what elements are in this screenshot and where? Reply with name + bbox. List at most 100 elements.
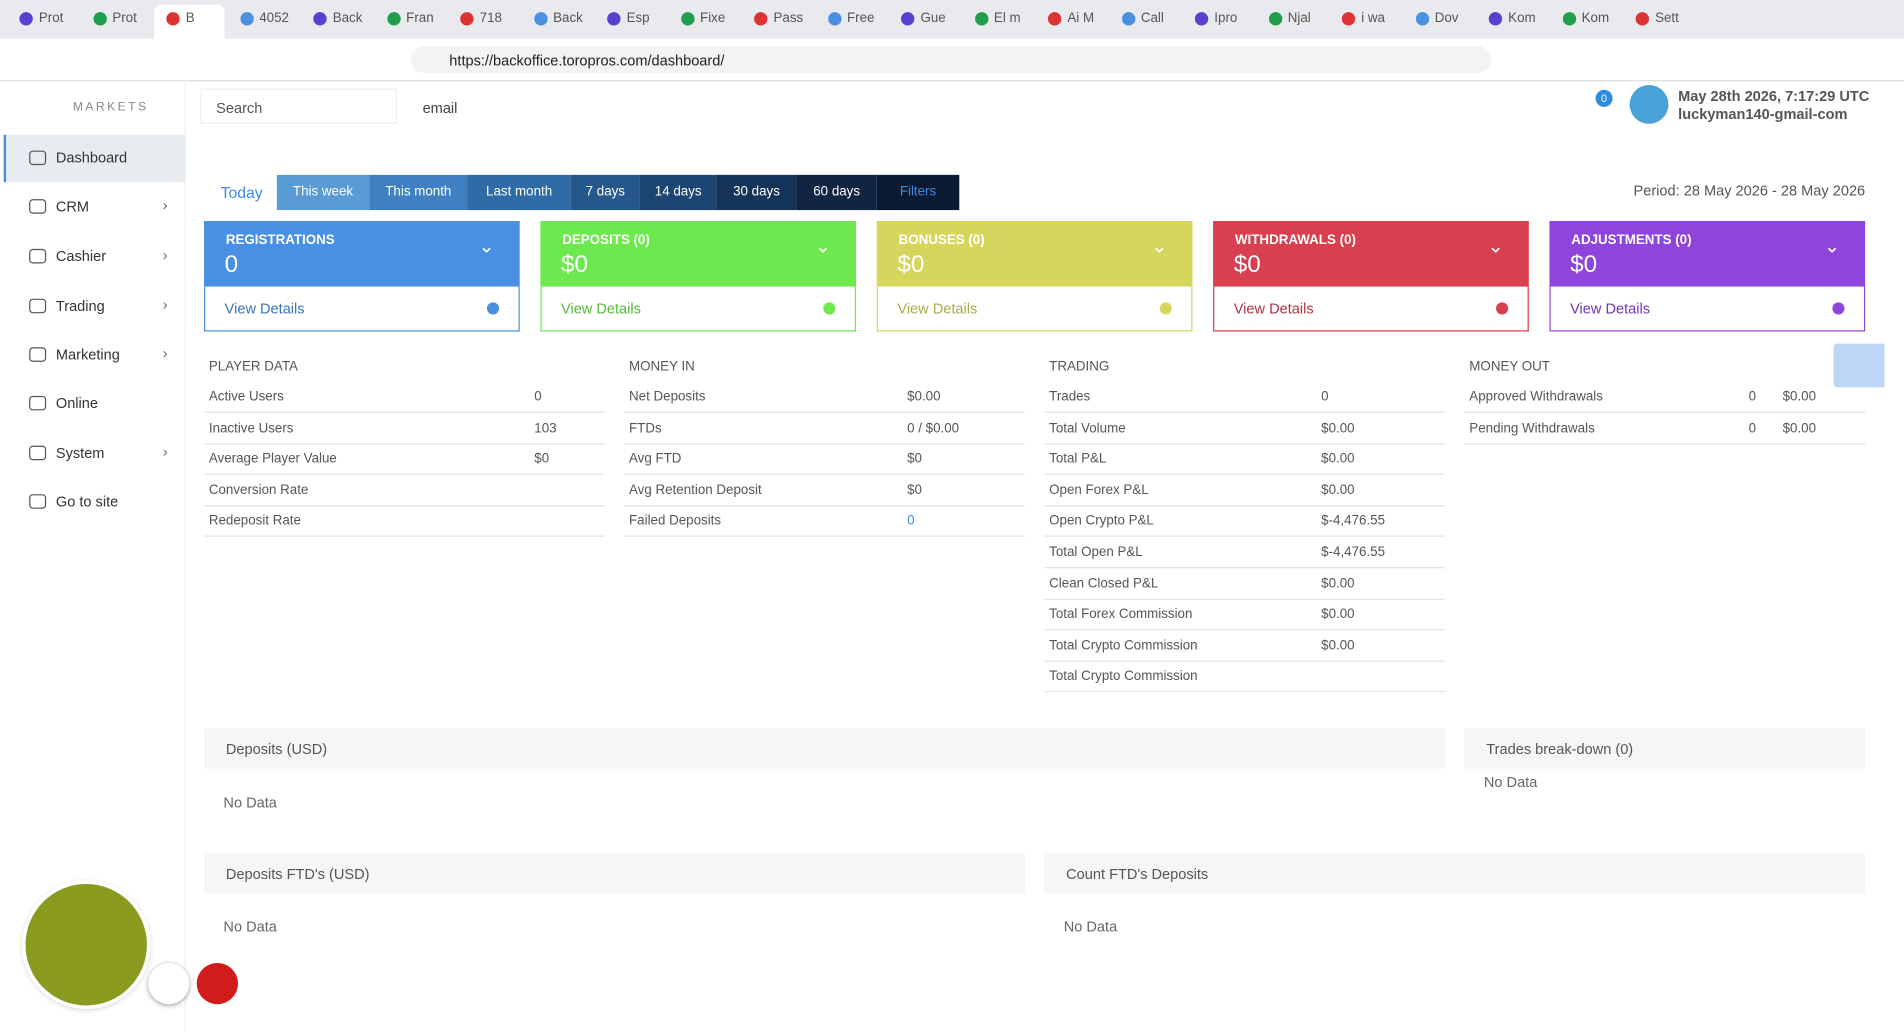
tab-icon <box>680 12 694 26</box>
tab-title[interactable]: Kom <box>1581 10 1610 26</box>
panel-title: Count FTD's Deposits <box>1066 865 1209 883</box>
tab-title[interactable]: B <box>185 10 195 26</box>
card-link[interactable]: View Details <box>561 299 641 317</box>
row-label: FTDs <box>629 420 662 436</box>
filter-button[interactable]: 30 days <box>716 174 797 211</box>
url-box[interactable] <box>410 46 1492 73</box>
card-link[interactable]: View Details <box>1570 299 1651 317</box>
filter-button[interactable]: Last month <box>467 174 571 211</box>
row-value: $0.00 <box>1782 389 1817 405</box>
tab-title[interactable]: Gue <box>920 10 946 26</box>
tab-title[interactable]: Back <box>553 10 583 26</box>
row-value: $0.00 <box>1782 420 1817 436</box>
card-toggle[interactable]: ⌄ <box>1487 236 1504 258</box>
tab-title[interactable]: Free <box>846 10 875 26</box>
tab-title[interactable]: Call <box>1140 10 1164 26</box>
filter-button[interactable]: This week <box>276 174 370 211</box>
tab-title[interactable]: Fixe <box>700 10 726 26</box>
settings-float[interactable] <box>1833 343 1885 388</box>
row-label: Pending Withdrawals <box>1469 420 1595 436</box>
tab-title[interactable]: El m <box>993 10 1021 26</box>
card-link-icon <box>1832 302 1845 315</box>
tab-title[interactable]: Back <box>332 10 363 26</box>
row-line <box>624 442 1025 444</box>
row-label: Average Player Value <box>208 451 337 467</box>
tab-title[interactable]: 718 <box>479 10 502 26</box>
chat-avatar[interactable] <box>25 884 147 1006</box>
tab-title[interactable]: Dov <box>1434 10 1459 26</box>
tab-icon <box>313 12 327 26</box>
card-link-icon <box>823 302 836 315</box>
panel-body: No Data <box>1483 773 1538 791</box>
mic-button[interactable] <box>148 962 190 1005</box>
sidebar-icon <box>29 150 47 166</box>
user[interactable]: luckyman140-gmail-com <box>1678 105 1848 123</box>
tab-title[interactable]: i wa <box>1361 10 1385 26</box>
tab-icon <box>974 12 988 26</box>
row-label: Net Deposits <box>629 389 706 405</box>
row-line <box>1044 598 1446 600</box>
filter-button[interactable]: This month <box>369 174 468 211</box>
sidebar-item[interactable]: Marketing <box>55 346 120 364</box>
sidebar-item[interactable]: Dashboard <box>55 149 128 167</box>
card-link[interactable]: View Details <box>224 299 305 317</box>
tab-title[interactable]: Esp <box>626 10 650 26</box>
filter-button[interactable]: 14 days <box>639 174 717 211</box>
card-toggle[interactable]: ⌄ <box>814 236 832 258</box>
tab-title[interactable]: Ai M <box>1067 10 1095 26</box>
row-label: Avg Retention Deposit <box>629 483 762 498</box>
sidebar-item[interactable]: CRM <box>55 197 90 215</box>
row-label: Active Users <box>208 389 284 405</box>
row-label: Total Crypto Commission <box>1049 638 1198 654</box>
tab-title[interactable]: Pass <box>773 10 804 26</box>
sidebar-item[interactable]: Go to site <box>55 493 119 511</box>
search-box[interactable]: Search <box>200 88 398 124</box>
avatar[interactable] <box>1629 85 1669 124</box>
tab-title[interactable]: Prot <box>38 10 64 26</box>
card-value: $0 <box>1233 251 1261 279</box>
filter-button[interactable]: Today <box>206 174 277 211</box>
filter-button[interactable]: 7 days <box>570 174 640 211</box>
card-toggle[interactable]: ⌄ <box>478 236 495 258</box>
tab-title[interactable]: Njal <box>1287 10 1311 26</box>
row-label: Total Crypto Commission <box>1049 669 1198 685</box>
row-line <box>1464 411 1866 413</box>
card-toggle[interactable]: ⌄ <box>1151 236 1168 258</box>
panel-body: No Data <box>1063 918 1118 936</box>
tab-title[interactable]: Fran <box>406 10 434 26</box>
filter-button[interactable]: Filters <box>876 174 960 211</box>
tab-title[interactable]: Kom <box>1508 10 1536 26</box>
sidebar-item[interactable]: Cashier <box>55 247 107 265</box>
tab-title[interactable]: Sett <box>1655 10 1679 26</box>
notification-badge: 0 <box>1595 89 1613 107</box>
tab-icon <box>901 12 915 26</box>
select[interactable]: email <box>422 99 458 117</box>
tab-title[interactable]: Prot <box>112 10 137 26</box>
card-link[interactable]: View Details <box>1233 299 1314 317</box>
tab-icon <box>1562 12 1576 26</box>
url[interactable]: https://backoffice.toropros.com/dashboar… <box>449 52 725 70</box>
card-toggle[interactable]: ⌄ <box>1823 236 1841 258</box>
tab-title[interactable]: 4052 <box>259 10 289 26</box>
chevron: › <box>162 443 168 461</box>
chevron: › <box>162 246 168 264</box>
tab-title[interactable]: Ipro <box>1214 10 1238 26</box>
row-label: Inactive Users <box>208 420 294 436</box>
sidebar-icon <box>29 248 47 264</box>
row-value: $-4,476.55 <box>1321 545 1386 560</box>
panel-header <box>1044 853 1866 894</box>
stop-button[interactable] <box>196 962 239 1005</box>
sidebar-item[interactable]: System <box>55 444 105 462</box>
row-value: $-4,476.55 <box>1321 514 1386 529</box>
row-value: $0 <box>907 451 922 467</box>
tab-icon <box>607 12 621 26</box>
date: May 28th 2026, 7:17:29 UTC <box>1678 87 1870 105</box>
card-link[interactable]: View Details <box>897 299 978 317</box>
row-line <box>1044 629 1446 631</box>
row-value: 0 <box>1748 389 1757 405</box>
panel-header <box>204 728 1446 769</box>
filter-button[interactable]: 60 days <box>796 174 877 211</box>
sidebar-item[interactable]: Online <box>55 394 98 412</box>
row-label: Open Crypto P&L <box>1049 514 1154 529</box>
sidebar-item[interactable]: Trading <box>55 297 105 315</box>
